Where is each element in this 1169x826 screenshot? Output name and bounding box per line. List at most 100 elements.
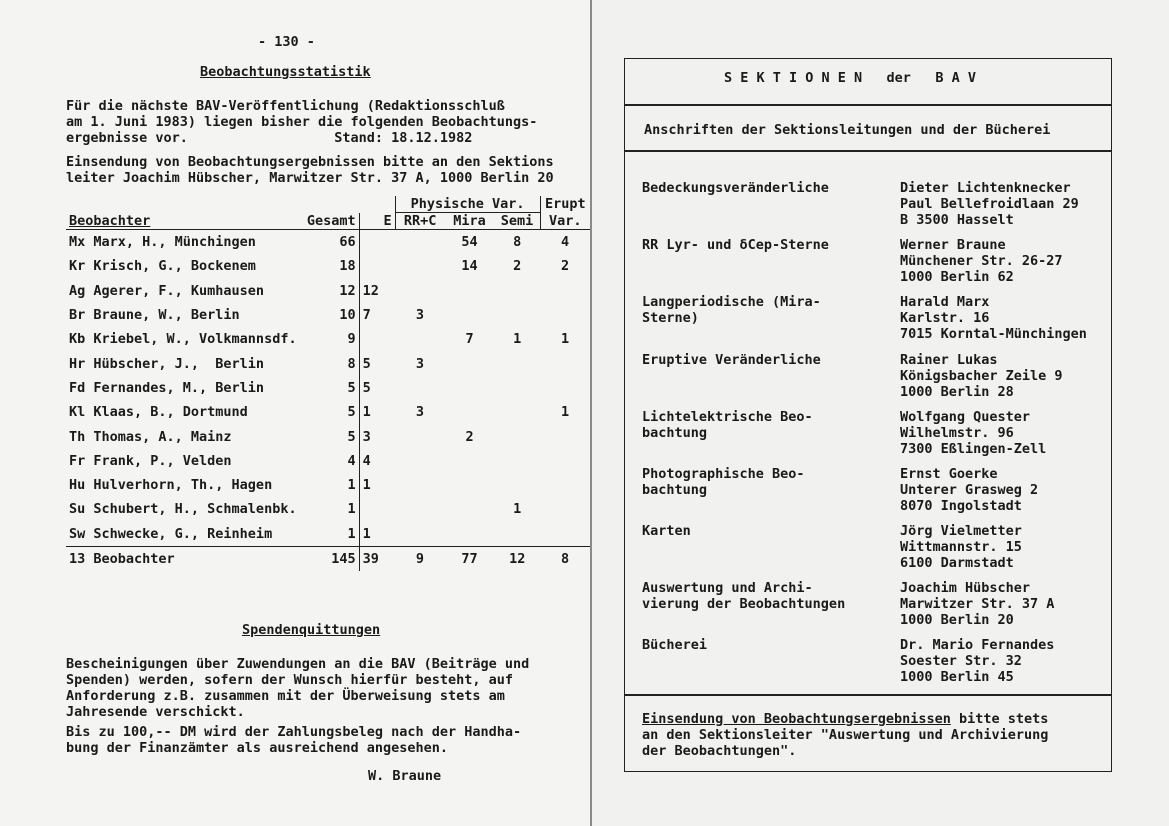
table-row: Su Schubert, H., Schmalenbk. 1 1 <box>66 497 590 522</box>
table-cell: 4 <box>560 234 570 251</box>
table-cell <box>540 449 590 473</box>
footer-line: bitte stets <box>950 711 1049 727</box>
table-cell: 54 <box>461 234 478 251</box>
section-address: Rainer Lukas <box>900 352 998 368</box>
section-address: Wittmannstr. 15 <box>900 539 1022 555</box>
table-cell <box>445 449 495 473</box>
section-name: Bedeckungsveränderliche <box>642 180 829 196</box>
section-address: 1000 Berlin 28 <box>900 384 1014 400</box>
table-cell <box>358 254 396 279</box>
table-row: Sw Schwecke, G., Reinheim 1 1 <box>66 521 590 547</box>
table-row: Br Braune, W., Berlin 10 7 3 <box>66 302 590 328</box>
section-address: Paul Bellefroidlaan 29 <box>900 196 1079 212</box>
table-row: Th Thomas, A., Mainz 5 3 2 <box>66 424 590 449</box>
observation-table: Physische Var. Erupt Beobachter Gesamt E RR… <box>66 196 590 572</box>
table-cell <box>395 230 445 255</box>
table-cell <box>540 473 590 497</box>
table-cell: 5 <box>347 379 356 396</box>
spenden-line: Anforderung z.B. zusammen mit der Überwe… <box>66 688 505 704</box>
intro-line: ergebnisse vor. Stand: 18.12.1982 <box>66 130 473 146</box>
intro-line: am 1. Juni 1983) liegen bisher die folge… <box>66 114 538 130</box>
table-cell: 5 <box>347 428 356 445</box>
table-row: Kb Kriebel, W., Volkmannsdf. 9 7 1 1 <box>66 327 590 352</box>
section-address: B 3500 Hasselt <box>900 212 1014 228</box>
section-address: Harald Marx <box>900 294 990 310</box>
column-header: Semi <box>500 213 534 229</box>
section-address: Königsbacher Zeile 9 <box>900 368 1063 384</box>
table-cell: Kl Klaas, B., Dortmund <box>69 404 248 421</box>
table-cell: 14 <box>461 258 478 275</box>
table-cell: 2 <box>560 258 570 275</box>
table-cell <box>494 473 540 497</box>
footer-line: der Beobachtungen". <box>642 743 797 759</box>
table-row: Kr Krisch, G., Bockenem 18 14 2 2 <box>66 254 590 279</box>
table-cell <box>540 279 590 303</box>
group-header-physische: Physische Var. <box>394 196 541 213</box>
table-cell: Hu Hulverhorn, Th., Hagen <box>69 477 273 494</box>
section-address: Ernst Goerke <box>900 466 998 482</box>
table-row: Hu Hulverhorn, Th., Hagen 1 1 <box>66 472 590 498</box>
table-cell <box>494 400 540 424</box>
section-name: vierung der Beobachtungen <box>642 596 846 612</box>
table-cell: 7 <box>465 331 474 348</box>
table-cell: 1 <box>358 472 396 498</box>
table-cell: 1 <box>347 525 356 542</box>
table-cell <box>445 376 495 400</box>
table-cell: Br Braune, W., Berlin <box>69 307 240 324</box>
divider <box>624 104 1112 106</box>
section-name: Lichtelektrische Beo- <box>642 409 813 425</box>
table-cell <box>358 229 396 255</box>
table-cell: 9 <box>415 551 424 567</box>
table-cell: Fd Fernandes, M., Berlin <box>69 379 265 396</box>
table-cell <box>395 254 445 278</box>
total-row: 13 Beobachter 145 39 9 77 12 8 <box>66 546 590 572</box>
table-cell: 3 <box>415 307 424 324</box>
left-page: - 130 - Beobachtungsstatistik Für die nä… <box>0 0 590 826</box>
table-cell <box>445 522 495 547</box>
table-cell: 3 <box>415 404 424 421</box>
section-title: Beobachtungsstatistik <box>200 64 371 80</box>
table-cell: 1 <box>347 477 356 494</box>
table-cell <box>494 449 540 473</box>
table-cell: 1 <box>513 331 522 348</box>
table-cell: Th Thomas, A., Mainz <box>69 428 232 445</box>
section-address: Werner Braune <box>900 237 1006 253</box>
table-cell <box>540 424 590 448</box>
table-cell: 4 <box>358 448 396 473</box>
table-cell: 39 <box>358 546 396 572</box>
section-address: 1000 Berlin 62 <box>900 269 1014 285</box>
table-cell: 8 <box>560 551 570 567</box>
table-cell <box>494 522 540 547</box>
table-cell: 1 <box>358 521 396 547</box>
table-cell <box>395 497 445 521</box>
table-cell <box>494 351 540 375</box>
page-number: - 130 - <box>258 34 315 50</box>
table-cell <box>445 351 495 375</box>
spenden-line: bung der Finanzämter als ausreichend ang… <box>66 740 449 756</box>
table-cell <box>395 522 445 547</box>
section-address: Unterer Grasweg 2 <box>900 482 1039 498</box>
table-row: Kl Klaas, B., Dortmund 5 1 3 1 <box>66 400 590 425</box>
section-name: Bücherei <box>642 637 708 653</box>
table-cell: Su Schubert, H., Schmalenbk. <box>69 501 297 518</box>
table-cell: 5 <box>358 351 396 376</box>
intro-line: leiter Joachim Hübscher, Marwitzer Str. … <box>66 170 554 186</box>
section-address: 6100 Darmstadt <box>900 555 1014 571</box>
section-name: Auswertung und Archi- <box>642 580 813 596</box>
column-header: Gesamt <box>306 212 356 229</box>
section-name: bachtung <box>642 482 708 498</box>
table-cell <box>494 279 540 303</box>
table-cell <box>494 303 540 327</box>
table-cell: 1 <box>358 400 396 425</box>
section-address: Wilhelmstr. 96 <box>900 425 1014 441</box>
footer-line: an den Sektionsleiter "Auswertung und Ar… <box>642 727 1049 743</box>
section-address: 7300 Eßlingen-Zell <box>900 441 1047 457</box>
table-cell: 12 <box>358 278 396 303</box>
table-cell: 4 <box>347 452 356 469</box>
table-cell: 5 <box>347 404 356 421</box>
spenden-line: Bescheinigungen über Zuwendungen an die … <box>66 656 530 672</box>
table-cell: 12 <box>339 282 356 299</box>
sections-frame <box>624 58 1112 772</box>
table-cell: 13 Beobachter <box>69 551 175 567</box>
footer-note: Einsendung von Beobachtungsergebnissen b… <box>642 711 1048 727</box>
